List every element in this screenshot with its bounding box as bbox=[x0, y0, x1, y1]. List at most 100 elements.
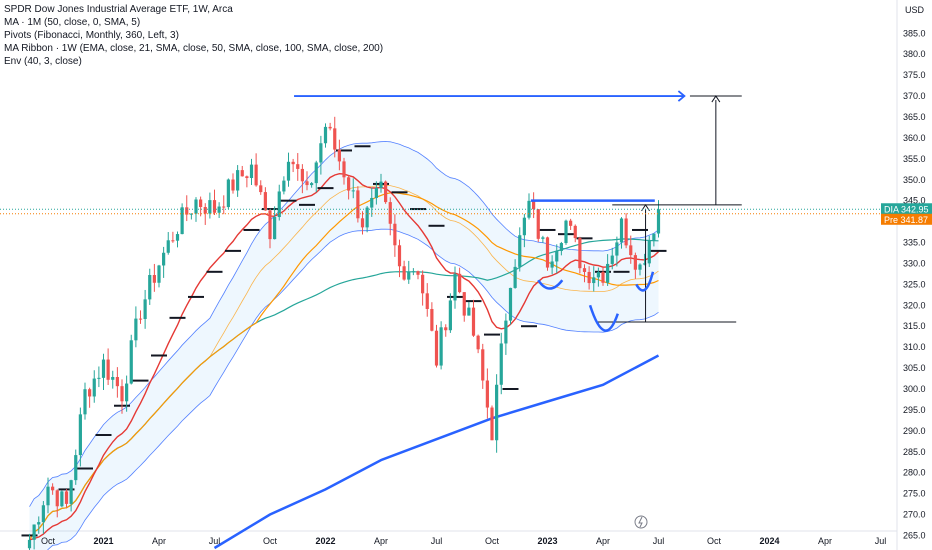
candle-body[interactable] bbox=[573, 225, 577, 239]
candle-body[interactable] bbox=[74, 455, 78, 481]
candle-body[interactable] bbox=[411, 271, 415, 273]
candle-body[interactable] bbox=[453, 273, 457, 301]
candle-body[interactable] bbox=[88, 389, 92, 397]
candle-body[interactable] bbox=[199, 199, 203, 208]
candle-body[interactable] bbox=[300, 168, 304, 182]
candle-body[interactable] bbox=[55, 490, 59, 507]
candle-body[interactable] bbox=[471, 307, 476, 336]
candle-body[interactable] bbox=[291, 161, 295, 165]
indicator-ma-ribbon[interactable]: MA Ribbon · 1W (EMA, close, 21, SMA, clo… bbox=[4, 43, 384, 54]
candle-body[interactable] bbox=[203, 207, 207, 214]
candle-body[interactable] bbox=[532, 200, 536, 210]
candle-body[interactable] bbox=[111, 377, 115, 380]
candle-body[interactable] bbox=[166, 240, 170, 253]
candle-body[interactable] bbox=[231, 179, 235, 191]
candle-body[interactable] bbox=[379, 181, 383, 188]
chart-pane[interactable] bbox=[0, 0, 898, 550]
candle-body[interactable] bbox=[51, 486, 55, 491]
candle-body[interactable] bbox=[374, 187, 378, 198]
candle-body[interactable] bbox=[152, 275, 156, 283]
candle-body[interactable] bbox=[157, 265, 161, 283]
candle-body[interactable] bbox=[393, 223, 397, 246]
right-shoulder-curve[interactable] bbox=[635, 271, 655, 292]
candle-body[interactable] bbox=[263, 192, 267, 211]
candle-body[interactable] bbox=[342, 161, 346, 178]
candle-body[interactable] bbox=[425, 293, 429, 309]
candle-body[interactable] bbox=[41, 505, 45, 523]
candle-body[interactable] bbox=[508, 287, 513, 321]
candle-body[interactable] bbox=[296, 164, 300, 169]
candle-body[interactable] bbox=[495, 384, 499, 441]
candle-body[interactable] bbox=[129, 340, 133, 384]
candle-body[interactable] bbox=[286, 161, 291, 181]
candle-body[interactable] bbox=[305, 181, 309, 186]
candle-body[interactable] bbox=[421, 274, 425, 294]
candle-body[interactable] bbox=[268, 210, 272, 240]
candle-body[interactable] bbox=[226, 179, 230, 208]
candle-body[interactable] bbox=[448, 300, 452, 331]
head-curve[interactable] bbox=[588, 304, 619, 332]
candle-body[interactable] bbox=[60, 491, 64, 507]
candle-body[interactable] bbox=[319, 143, 323, 163]
candle-body[interactable] bbox=[360, 218, 365, 228]
candle-body[interactable] bbox=[282, 180, 286, 192]
candle-body[interactable] bbox=[569, 220, 573, 226]
candle-body[interactable] bbox=[333, 128, 337, 150]
candle-body[interactable] bbox=[522, 217, 526, 236]
candle-body[interactable] bbox=[407, 272, 411, 280]
candle-body[interactable] bbox=[314, 162, 318, 184]
candle-body[interactable] bbox=[370, 197, 374, 208]
candle-body[interactable] bbox=[27, 539, 32, 549]
candle-body[interactable] bbox=[37, 522, 41, 525]
left-shoulder-curve[interactable] bbox=[537, 279, 564, 290]
candle-body[interactable] bbox=[633, 255, 637, 270]
candle-body[interactable] bbox=[194, 199, 198, 214]
lightning-icon[interactable] bbox=[634, 515, 648, 529]
candle-body[interactable] bbox=[64, 491, 69, 504]
candle-body[interactable] bbox=[582, 268, 587, 272]
candle-body[interactable] bbox=[175, 234, 180, 241]
candle-body[interactable] bbox=[138, 318, 143, 320]
candle-body[interactable] bbox=[638, 264, 642, 270]
candle-body[interactable] bbox=[624, 218, 628, 246]
candle-body[interactable] bbox=[536, 209, 540, 239]
candle-body[interactable] bbox=[481, 349, 485, 381]
candle-body[interactable] bbox=[643, 263, 647, 265]
candle-body[interactable] bbox=[185, 207, 189, 215]
candle-body[interactable] bbox=[601, 272, 605, 283]
time-axis[interactable]: Oct 2021 Apr Jul Oct 2022 Apr Jul Oct 2023 Apr Jul O… bbox=[41, 515, 886, 546]
candle-body[interactable] bbox=[559, 243, 563, 251]
candle-body[interactable] bbox=[347, 177, 351, 191]
candle-body[interactable] bbox=[32, 524, 36, 540]
indicator-ma[interactable]: MA · 1M (50, close, 0, SMA, 5) bbox=[4, 17, 141, 28]
candle-body[interactable] bbox=[125, 383, 129, 402]
candle-body[interactable] bbox=[365, 207, 369, 228]
candle-body[interactable] bbox=[388, 202, 392, 224]
candle-body[interactable] bbox=[652, 233, 656, 241]
candle-body[interactable] bbox=[416, 271, 420, 275]
candle-body[interactable] bbox=[46, 486, 50, 506]
candle-body[interactable] bbox=[485, 380, 489, 408]
candle-body[interactable] bbox=[115, 377, 119, 387]
candle-body[interactable] bbox=[434, 330, 439, 366]
candle-body[interactable] bbox=[273, 217, 277, 240]
candle-body[interactable] bbox=[120, 386, 124, 402]
candle-body[interactable] bbox=[467, 307, 471, 316]
candle-body[interactable] bbox=[323, 126, 328, 144]
candle-body[interactable] bbox=[78, 414, 82, 456]
candle-body[interactable] bbox=[189, 213, 193, 215]
candle-body[interactable] bbox=[310, 183, 314, 186]
candle-body[interactable] bbox=[337, 149, 341, 162]
candle-body[interactable] bbox=[430, 308, 434, 331]
candle-body[interactable] bbox=[328, 126, 332, 129]
indicator-envelope[interactable]: Env (40, 3, close) bbox=[4, 56, 82, 67]
candle-body[interactable] bbox=[629, 245, 633, 256]
candle-body[interactable] bbox=[148, 275, 152, 300]
candle-body[interactable] bbox=[277, 191, 281, 218]
candle-body[interactable] bbox=[615, 242, 619, 256]
candle-body[interactable] bbox=[518, 235, 522, 267]
candle-body[interactable] bbox=[462, 292, 466, 316]
candle-body[interactable] bbox=[92, 378, 96, 397]
candle-body[interactable] bbox=[384, 181, 388, 203]
candle-body[interactable] bbox=[476, 335, 480, 350]
